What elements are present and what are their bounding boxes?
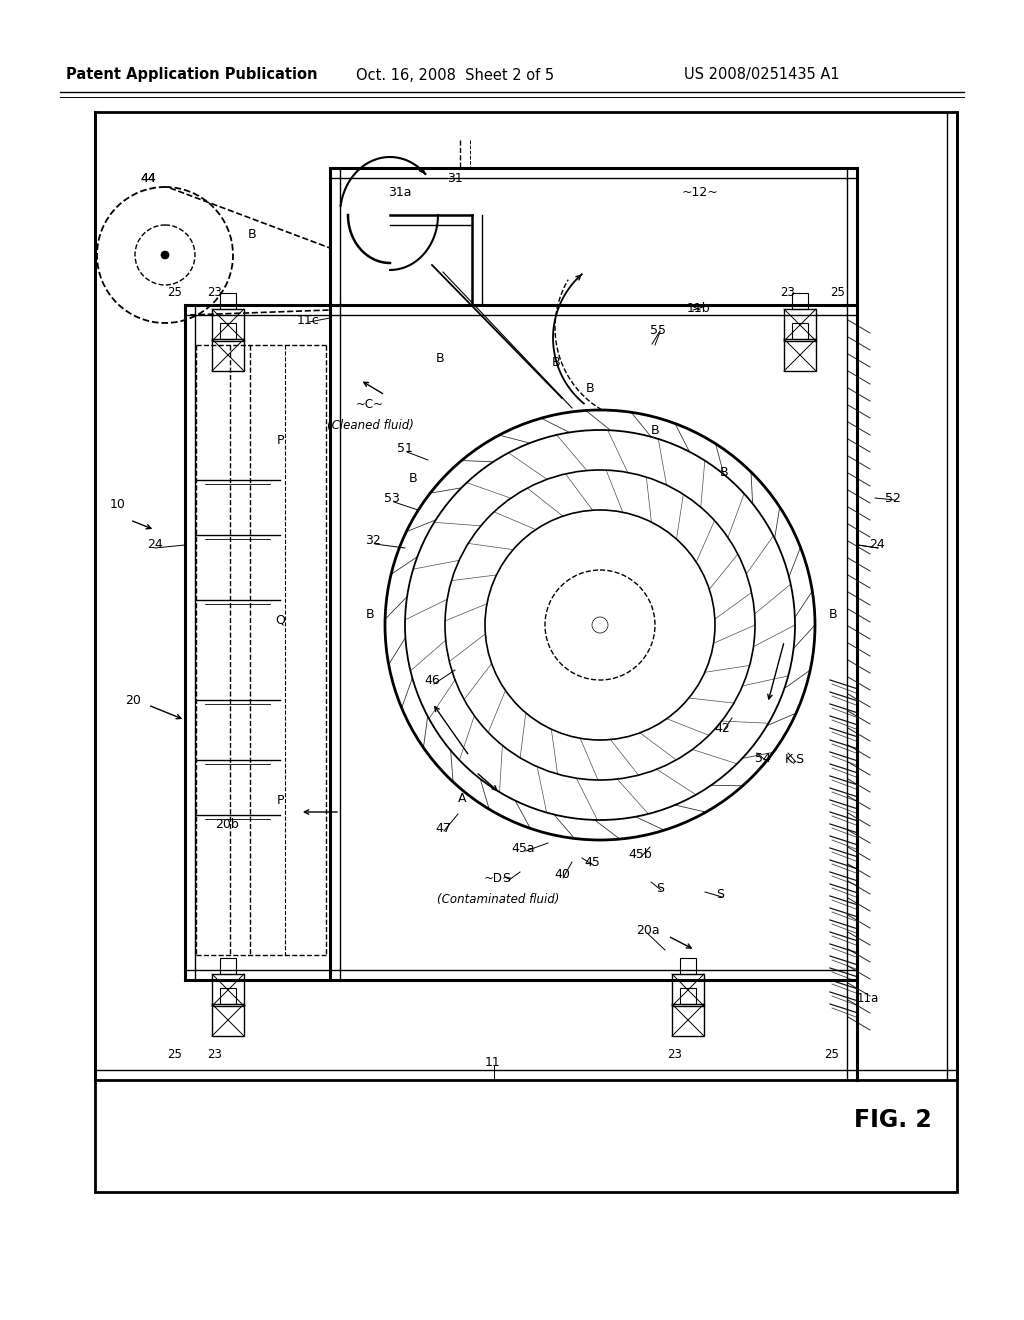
Text: Oct. 16, 2008  Sheet 2 of 5: Oct. 16, 2008 Sheet 2 of 5 bbox=[356, 67, 554, 82]
Text: Q: Q bbox=[275, 614, 285, 627]
Text: 44: 44 bbox=[140, 172, 156, 185]
Text: 23: 23 bbox=[780, 285, 796, 298]
Text: B: B bbox=[366, 609, 375, 622]
Text: 10: 10 bbox=[110, 499, 126, 511]
Text: 11c: 11c bbox=[297, 314, 319, 326]
Text: 45a: 45a bbox=[511, 842, 535, 854]
Text: B: B bbox=[650, 424, 659, 437]
Text: K,S: K,S bbox=[785, 754, 805, 767]
Text: 32: 32 bbox=[366, 533, 381, 546]
Text: 54: 54 bbox=[755, 751, 771, 764]
Bar bbox=[220, 987, 236, 1005]
Text: 25: 25 bbox=[168, 285, 182, 298]
Text: ~D~: ~D~ bbox=[483, 871, 512, 884]
Text: 40: 40 bbox=[554, 869, 570, 882]
Bar bbox=[680, 958, 696, 974]
Text: (Cleaned fluid): (Cleaned fluid) bbox=[327, 418, 414, 432]
Text: FIG. 2: FIG. 2 bbox=[854, 1107, 932, 1133]
Text: B: B bbox=[828, 609, 838, 622]
Text: 23: 23 bbox=[208, 1048, 222, 1061]
Text: 31a: 31a bbox=[388, 186, 412, 199]
Text: 51: 51 bbox=[397, 441, 413, 454]
Text: 52: 52 bbox=[885, 491, 901, 504]
Bar bbox=[220, 293, 236, 309]
Text: 11b: 11b bbox=[686, 301, 710, 314]
Text: 20: 20 bbox=[125, 693, 141, 706]
Text: 47: 47 bbox=[435, 821, 451, 834]
Text: 46: 46 bbox=[424, 673, 440, 686]
Text: B: B bbox=[435, 351, 444, 364]
Text: 23: 23 bbox=[668, 1048, 682, 1061]
Circle shape bbox=[161, 251, 169, 259]
Bar bbox=[784, 309, 816, 341]
Bar bbox=[672, 974, 705, 1006]
Text: 20b: 20b bbox=[215, 818, 239, 832]
Text: B: B bbox=[720, 466, 728, 479]
Text: ~12~: ~12~ bbox=[682, 186, 719, 198]
Bar bbox=[212, 974, 244, 1006]
Text: 53: 53 bbox=[384, 491, 400, 504]
Text: S: S bbox=[716, 888, 724, 902]
Text: 45b: 45b bbox=[628, 849, 652, 862]
Bar bbox=[680, 987, 696, 1005]
Bar bbox=[792, 293, 808, 309]
Text: 25: 25 bbox=[830, 285, 846, 298]
Text: B: B bbox=[409, 471, 418, 484]
Text: 25: 25 bbox=[168, 1048, 182, 1061]
Text: 11: 11 bbox=[485, 1056, 501, 1068]
Bar bbox=[792, 323, 808, 339]
Text: 11a: 11a bbox=[857, 991, 880, 1005]
Text: B: B bbox=[586, 381, 594, 395]
Text: 24: 24 bbox=[147, 539, 163, 552]
Bar bbox=[220, 323, 236, 339]
Bar bbox=[95, 112, 957, 1192]
Text: 24: 24 bbox=[869, 539, 885, 552]
Bar bbox=[672, 1005, 705, 1036]
Text: 55: 55 bbox=[650, 323, 666, 337]
Text: A: A bbox=[458, 792, 466, 804]
Bar bbox=[212, 339, 244, 371]
Text: 23: 23 bbox=[208, 285, 222, 298]
Text: US 2008/0251435 A1: US 2008/0251435 A1 bbox=[684, 67, 840, 82]
Text: S: S bbox=[656, 882, 664, 895]
Text: B: B bbox=[248, 228, 256, 242]
Bar bbox=[212, 309, 244, 341]
Circle shape bbox=[592, 616, 608, 634]
Text: 25: 25 bbox=[824, 1048, 840, 1061]
Text: B: B bbox=[552, 355, 560, 368]
Text: 45: 45 bbox=[584, 855, 600, 869]
Text: P: P bbox=[276, 433, 284, 446]
Text: P: P bbox=[276, 793, 284, 807]
Text: 42: 42 bbox=[714, 722, 730, 734]
Text: 44: 44 bbox=[140, 172, 156, 185]
Text: Patent Application Publication: Patent Application Publication bbox=[67, 67, 317, 82]
Bar bbox=[220, 958, 236, 974]
Text: ~C~: ~C~ bbox=[356, 399, 384, 412]
Bar bbox=[784, 339, 816, 371]
Text: 31: 31 bbox=[447, 172, 463, 185]
Text: 20a: 20a bbox=[636, 924, 659, 936]
Text: (Contaminated fluid): (Contaminated fluid) bbox=[437, 894, 559, 907]
Text: S: S bbox=[502, 871, 510, 884]
Bar bbox=[212, 1005, 244, 1036]
